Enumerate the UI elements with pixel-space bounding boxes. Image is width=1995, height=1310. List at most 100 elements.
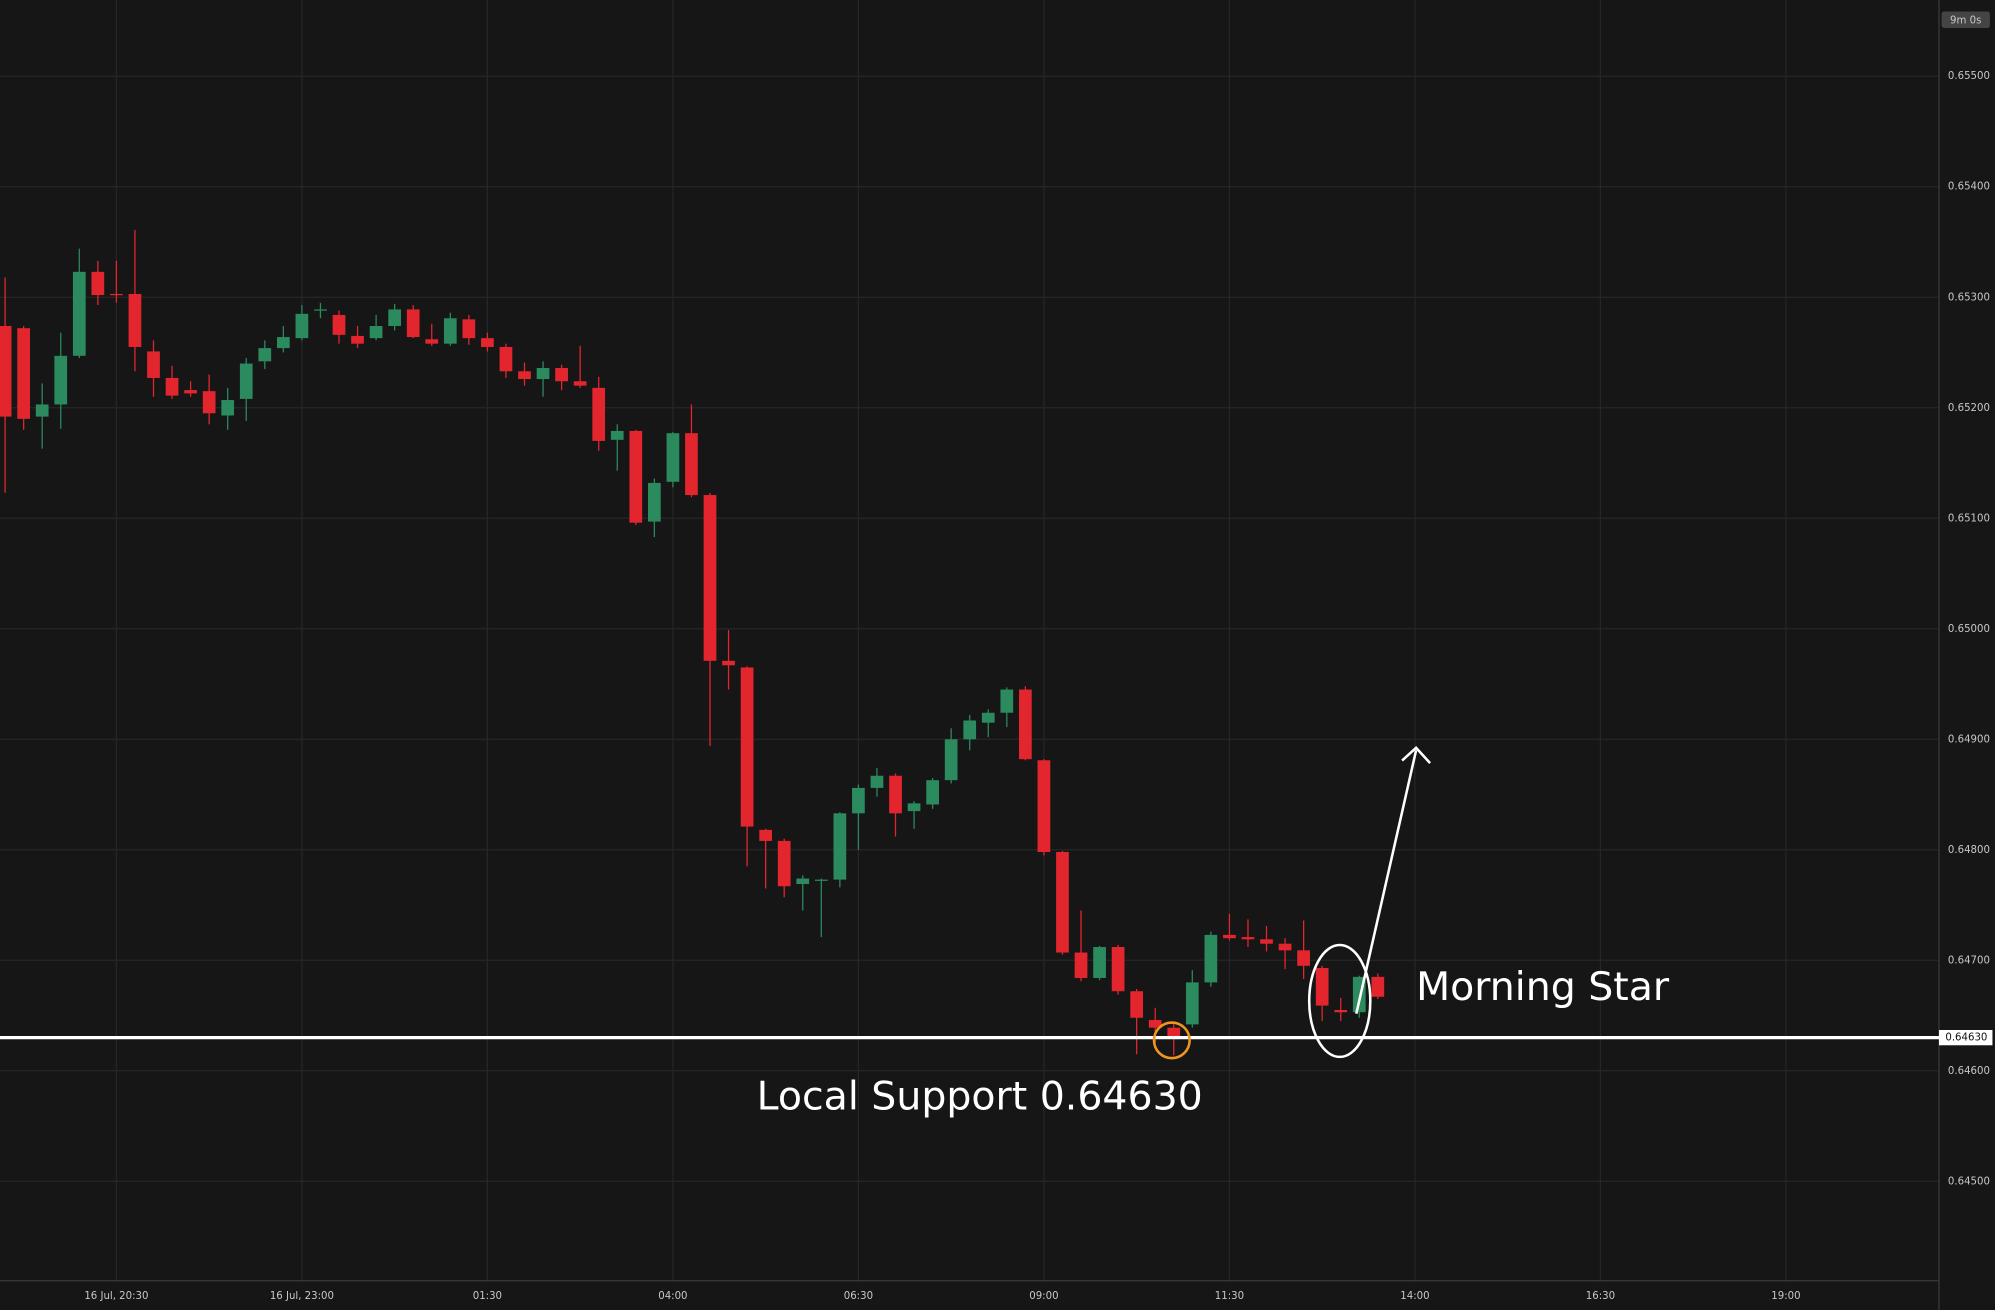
candle-body: [239, 363, 253, 399]
candle-body: [610, 430, 624, 440]
y-tick-label: 0.64700: [1948, 955, 1990, 966]
y-tick-label: 0.64600: [1948, 1066, 1990, 1077]
candle-body: [295, 313, 309, 339]
candle-body: [406, 309, 420, 338]
candle-body: [147, 351, 160, 378]
candle-body: [1371, 976, 1385, 997]
candle-body: [0, 325, 12, 417]
candle-body: [443, 318, 457, 344]
candle-body: [1278, 943, 1292, 951]
candle-body: [573, 381, 587, 386]
candle-body: [369, 325, 383, 339]
candle-body: [221, 400, 235, 416]
candle-body: [110, 293, 123, 296]
candle-body: [629, 430, 643, 523]
candle-body: [1334, 1010, 1348, 1013]
y-tick-label: 0.65200: [1948, 403, 1990, 414]
candle-body: [462, 319, 476, 339]
x-tick-label: 09:00: [1029, 1291, 1058, 1302]
candle-body: [647, 482, 661, 522]
support-tag-label: 0.64630: [1945, 1033, 1987, 1044]
candle-body: [202, 391, 216, 414]
candle-body: [1111, 947, 1125, 992]
candle-body: [944, 739, 958, 781]
x-tick-label: 06:30: [844, 1291, 873, 1302]
candle-body: [17, 328, 31, 419]
candle-body: [777, 840, 791, 887]
y-tick-label: 0.65500: [1948, 71, 1990, 82]
candle-body: [926, 780, 939, 805]
candle-body: [128, 293, 142, 347]
x-tick-label: 19:00: [1771, 1291, 1800, 1302]
candle-body: [499, 346, 513, 372]
candle-body: [91, 271, 105, 296]
candle-body: [963, 720, 977, 740]
x-tick-label: 16:30: [1586, 1291, 1615, 1302]
candle-body: [518, 371, 531, 380]
candle-body: [35, 404, 49, 417]
x-tick-label: 16 Jul, 20:30: [84, 1291, 148, 1302]
candle-body: [759, 829, 773, 841]
candle-body: [1056, 851, 1069, 953]
overlay: 0.65500 0.65400 0.65300 0.65200 0.65100 0.650…: [0, 71, 1993, 1302]
candle-body: [555, 367, 568, 382]
candle-body: [703, 495, 717, 661]
support-annotation: Local Support 0.64630: [757, 1073, 1203, 1119]
candle-body: [314, 309, 327, 311]
candle-body: [685, 433, 698, 496]
candle-body: [870, 775, 884, 788]
support-tag: [1939, 1030, 1993, 1046]
countdown-badge: [1941, 11, 1990, 28]
pattern-annotation: Morning Star: [1416, 964, 1670, 1010]
candle-body: [1185, 982, 1199, 1025]
candle-body: [722, 660, 735, 666]
y-tick-label: 0.64800: [1948, 845, 1990, 856]
low-marker: [1152, 1021, 1191, 1060]
candle-body: [1167, 1027, 1181, 1037]
y-tick-label: 0.65300: [1948, 292, 1990, 303]
candle-body: [889, 775, 902, 814]
candle-body: [1315, 968, 1329, 1006]
candle-body: [796, 878, 810, 885]
candle-body: [592, 387, 606, 441]
candle-body: [740, 667, 754, 827]
x-tick-label: 11:30: [1215, 1291, 1244, 1302]
candle-body: [54, 355, 68, 405]
candle-body: [1204, 934, 1218, 983]
candle-body: [1223, 934, 1236, 939]
candle-body: [72, 271, 86, 356]
pattern-ellipse: [1307, 943, 1372, 1059]
candle-body: [388, 309, 402, 326]
candle-body: [536, 367, 550, 380]
y-tick-label: 0.64500: [1948, 1176, 1990, 1187]
candle-body: [481, 338, 494, 347]
candle-body: [1260, 939, 1273, 944]
candle-body: [981, 712, 995, 723]
candle-body: [1148, 1019, 1162, 1028]
candle-body: [258, 348, 272, 362]
arrow-shaft: [1355, 750, 1418, 1014]
candle-body: [351, 335, 364, 344]
countdown: 9m 0s: [1950, 15, 1981, 26]
candle-body: [1297, 950, 1310, 966]
candle-body: [666, 433, 680, 482]
x-tick-label: 16 Jul, 23:00: [270, 1291, 334, 1302]
candle-body: [425, 339, 439, 344]
candle-body: [1074, 952, 1088, 978]
candle-body: [184, 390, 197, 394]
candle-body: [276, 337, 290, 349]
x-tick-label: 14:00: [1400, 1291, 1429, 1302]
candle-body: [852, 787, 865, 814]
arrow-head: [1401, 746, 1432, 764]
x-tick-label: 01:30: [473, 1291, 502, 1302]
candle-body: [1241, 937, 1255, 940]
candle-body: [1037, 760, 1051, 852]
candle-body: [907, 803, 921, 812]
candle-body: [833, 813, 847, 880]
candle-body: [814, 879, 828, 881]
candle-body: [1000, 689, 1014, 713]
y-tick-label: 0.65400: [1948, 182, 1990, 193]
candle-body: [1130, 991, 1144, 1018]
